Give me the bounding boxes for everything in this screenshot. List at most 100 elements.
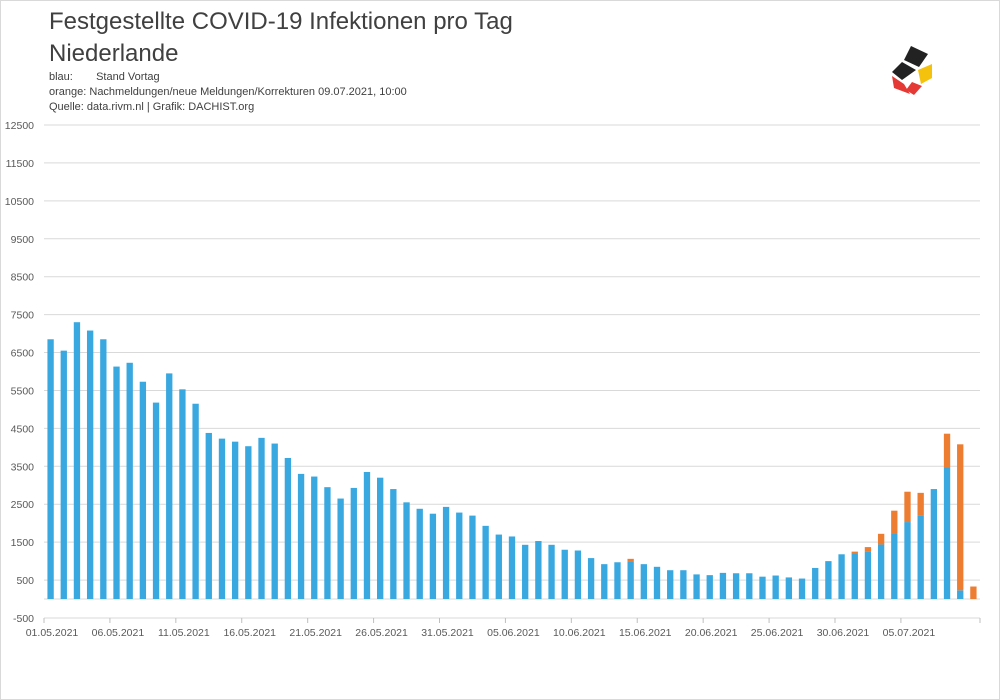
note-source-key: Quelle:: [49, 101, 84, 113]
bar-blue: [86, 330, 94, 600]
bar-orange: [851, 551, 858, 554]
bar-blue: [746, 573, 753, 600]
bar-blue: [231, 441, 239, 600]
x-tick-label: 26.05.2021: [355, 627, 408, 639]
bar-blue: [667, 570, 674, 600]
bar-blue: [653, 566, 661, 600]
y-tick-label: 1500: [11, 537, 35, 549]
bar-orange: [943, 433, 951, 468]
bar-blue: [403, 502, 410, 600]
x-tick-label: 06.05.2021: [92, 627, 145, 639]
bar-blue: [73, 322, 81, 600]
x-tick-label: 01.05.2021: [26, 627, 79, 639]
bar-orange: [891, 510, 898, 534]
bar-blue: [627, 561, 634, 600]
note-orange: orange: Nachmeldungen/neue Meldungen/Kor…: [49, 85, 407, 100]
bar-blue: [337, 498, 344, 600]
bar-blue: [759, 576, 766, 600]
bar-blue: [126, 362, 133, 600]
bar-blue: [113, 366, 120, 600]
bar-blue: [192, 403, 199, 600]
bar-blue: [218, 438, 226, 600]
note-source: Quelle: data.rivm.nl | Grafik: DACHIST.o…: [49, 100, 407, 115]
bar-blue: [574, 550, 582, 600]
bar-blue: [324, 487, 331, 600]
y-tick-label: -500: [13, 613, 34, 625]
x-tick-label: 10.06.2021: [553, 627, 606, 639]
bar-blue: [957, 590, 964, 600]
bar-blue: [258, 437, 265, 600]
bar-blue: [522, 544, 529, 600]
bar-blue: [785, 577, 793, 600]
bar-blue: [60, 350, 67, 600]
x-tick-label: 25.06.2021: [751, 627, 804, 639]
bar-blue: [864, 551, 872, 600]
x-tick-label: 21.05.2021: [289, 627, 342, 639]
bar-blue: [891, 533, 898, 600]
y-tick-label: 5500: [11, 385, 35, 397]
chart-notes: blau: Stand Vortag orange: Nachmeldungen…: [49, 70, 407, 115]
bar-orange: [970, 586, 977, 600]
bar-blue: [917, 515, 924, 600]
bar-blue: [482, 525, 489, 600]
bar-blue: [614, 562, 621, 600]
bar-blue: [377, 477, 384, 600]
bar-blue: [640, 564, 647, 600]
bar-blue: [469, 515, 476, 600]
bar-blue: [851, 553, 858, 600]
bar-blue: [587, 558, 595, 600]
bar-blue: [772, 575, 779, 600]
bar-blue: [139, 381, 147, 600]
y-tick-label: 2500: [11, 499, 35, 511]
bar-blue: [548, 544, 555, 600]
note-source-text: data.rivm.nl | Grafik: DACHIST.org: [86, 101, 255, 113]
note-blue: blau: Stand Vortag: [49, 70, 407, 85]
bar-blue: [943, 467, 951, 600]
bar-blue: [271, 443, 278, 600]
bar-blue: [166, 373, 173, 600]
bar-blue: [877, 544, 885, 600]
bar-blue: [561, 549, 568, 600]
bar-blue: [601, 564, 608, 600]
bar-blue: [838, 554, 845, 600]
title-line-2: Niederlande: [49, 40, 179, 67]
bar-blue: [284, 457, 292, 600]
bar-blue: [390, 489, 397, 600]
bar-blue: [812, 567, 819, 600]
bar-orange: [627, 558, 634, 562]
x-tick-label: 31.05.2021: [421, 627, 474, 639]
y-tick-label: 9500: [11, 234, 35, 246]
bar-blue: [442, 506, 450, 600]
y-tick-label: 6500: [11, 348, 35, 360]
bar-blue: [693, 574, 700, 600]
bar-blue: [535, 541, 542, 600]
bar-blue: [245, 446, 252, 600]
bar-blue: [495, 534, 502, 600]
bar-blue: [825, 561, 832, 600]
y-tick-label: 11500: [6, 158, 35, 170]
bar-blue: [297, 473, 305, 600]
bar-blue: [706, 575, 713, 600]
bar-blue: [680, 570, 687, 600]
bar-orange: [877, 533, 885, 545]
bar-blue: [179, 389, 186, 600]
dachist-logo-icon: [892, 46, 932, 95]
bar-blue: [732, 573, 740, 600]
bar-orange: [917, 492, 924, 516]
y-tick-label: 500: [16, 575, 34, 587]
bar-blue: [904, 522, 911, 600]
note-orange-key: orange:: [49, 86, 87, 98]
bar-blue: [100, 339, 107, 600]
note-orange-text: Nachmeldungen/neue Meldungen/Korrekturen…: [89, 86, 407, 98]
x-tick-label: 30.06.2021: [817, 627, 870, 639]
x-tick-label: 05.07.2021: [883, 627, 936, 639]
x-tick-label: 05.06.2021: [487, 627, 540, 639]
bar-blue: [456, 512, 463, 600]
bar-blue: [311, 476, 318, 600]
y-tick-label: 10500: [5, 196, 34, 208]
y-tick-label: 4500: [11, 423, 35, 435]
bar-blue: [350, 487, 357, 600]
y-tick-label: 12500: [5, 120, 34, 132]
chart-title: Festgestellte COVID-19 Infektionen pro T…: [49, 6, 513, 70]
